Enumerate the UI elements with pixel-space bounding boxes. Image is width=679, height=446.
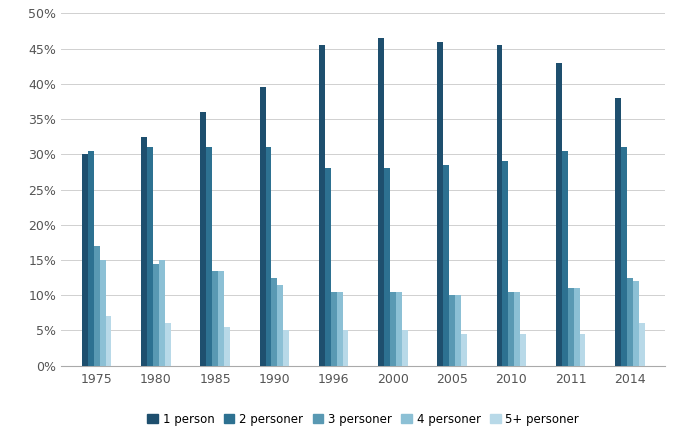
Bar [437, 41, 443, 366]
Bar [272, 277, 277, 366]
Bar [502, 161, 509, 366]
Bar [200, 112, 206, 366]
Bar [455, 295, 461, 366]
Bar [520, 334, 526, 366]
Bar [224, 327, 230, 366]
Bar [627, 277, 633, 366]
Bar [94, 246, 100, 366]
Bar [402, 330, 407, 366]
Bar [396, 292, 402, 366]
Bar [88, 151, 94, 366]
Bar [514, 292, 520, 366]
Bar [579, 334, 585, 366]
Bar [165, 323, 170, 366]
Bar [449, 295, 455, 366]
Bar [277, 285, 283, 366]
Bar [390, 292, 396, 366]
Bar [378, 38, 384, 366]
Bar [153, 264, 159, 366]
Bar [105, 316, 111, 366]
Bar [568, 288, 574, 366]
Bar [509, 292, 514, 366]
Bar [319, 45, 325, 366]
Bar [331, 292, 337, 366]
Bar [615, 98, 621, 366]
Bar [141, 136, 147, 366]
Bar [633, 281, 639, 366]
Bar [562, 151, 568, 366]
Bar [556, 63, 562, 366]
Bar [337, 292, 342, 366]
Bar [283, 330, 289, 366]
Bar [342, 330, 348, 366]
Bar [496, 45, 502, 366]
Bar [206, 147, 212, 366]
Bar [265, 147, 272, 366]
Bar [325, 169, 331, 366]
Bar [218, 271, 224, 366]
Bar [259, 87, 265, 366]
Bar [443, 165, 449, 366]
Bar [100, 260, 105, 366]
Bar [639, 323, 644, 366]
Bar [82, 154, 88, 366]
Bar [212, 271, 218, 366]
Bar [384, 169, 390, 366]
Bar [159, 260, 165, 366]
Bar [621, 147, 627, 366]
Bar [461, 334, 467, 366]
Bar [147, 147, 153, 366]
Legend: 1 person, 2 personer, 3 personer, 4 personer, 5+ personer: 1 person, 2 personer, 3 personer, 4 pers… [143, 408, 584, 430]
Bar [574, 288, 579, 366]
